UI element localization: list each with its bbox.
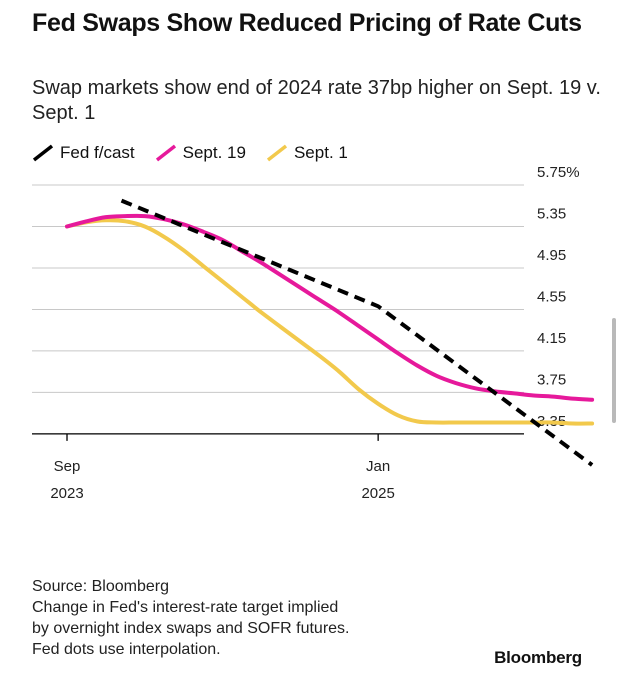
x-tick-label: Jan (366, 458, 390, 475)
bloomberg-logo: Bloomberg (494, 648, 582, 667)
y-tick-label: 5.75% (537, 164, 580, 181)
legend-label-sept-19: Sept. 19 (182, 143, 246, 162)
series-line-sept-19 (65, 213, 595, 402)
source-note: Source: Bloomberg (32, 578, 169, 595)
y-tick-label: 5.35 (537, 205, 566, 222)
x-tick-year-label: 2023 (50, 485, 83, 502)
legend: Fed f/cast Sept. 19 Sept. 1 (32, 142, 368, 164)
yellow-line-icon (266, 144, 288, 162)
chart-footer: Source: Bloomberg Change in Fed's intere… (32, 576, 462, 660)
x-tick-label: Sep (54, 458, 81, 475)
series-line-fed-f-cast (120, 198, 594, 467)
methodology-note-1: Change in Fed's interest-rate target imp… (32, 599, 339, 616)
y-tick-label: 4.95 (537, 247, 566, 264)
series-line-sept-1 (65, 218, 595, 426)
y-tick-label: 4.55 (537, 288, 566, 305)
y-tick-label: 3.75 (537, 371, 566, 388)
chart-subtitle: Swap markets show end of 2024 rate 37bp … (32, 77, 601, 124)
legend-item-sept-1: Sept. 1 (266, 143, 348, 163)
legend-label-fed-forecast: Fed f/cast (60, 143, 135, 162)
y-tick-label: 4.15 (537, 330, 566, 347)
pink-line-icon (155, 144, 176, 162)
legend-item-fed-forecast: Fed f/cast (32, 143, 135, 163)
legend-label-sept-1: Sept. 1 (293, 143, 348, 162)
line-chart: 3.353.754.154.554.955.355.75%Sep2023Jan2… (32, 164, 595, 502)
legend-item-sept-19: Sept. 19 (155, 143, 246, 163)
dashed-line-icon (32, 144, 54, 162)
methodology-note-2: by overnight index swaps and SOFR future… (32, 620, 350, 637)
chart-title: Fed Swaps Show Reduced Pricing of Rate C… (32, 9, 582, 37)
methodology-note-3: Fed dots use interpolation. (32, 641, 221, 658)
x-tick-year-label: 2025 (361, 485, 394, 502)
scrollbar-thumb[interactable] (612, 318, 616, 423)
